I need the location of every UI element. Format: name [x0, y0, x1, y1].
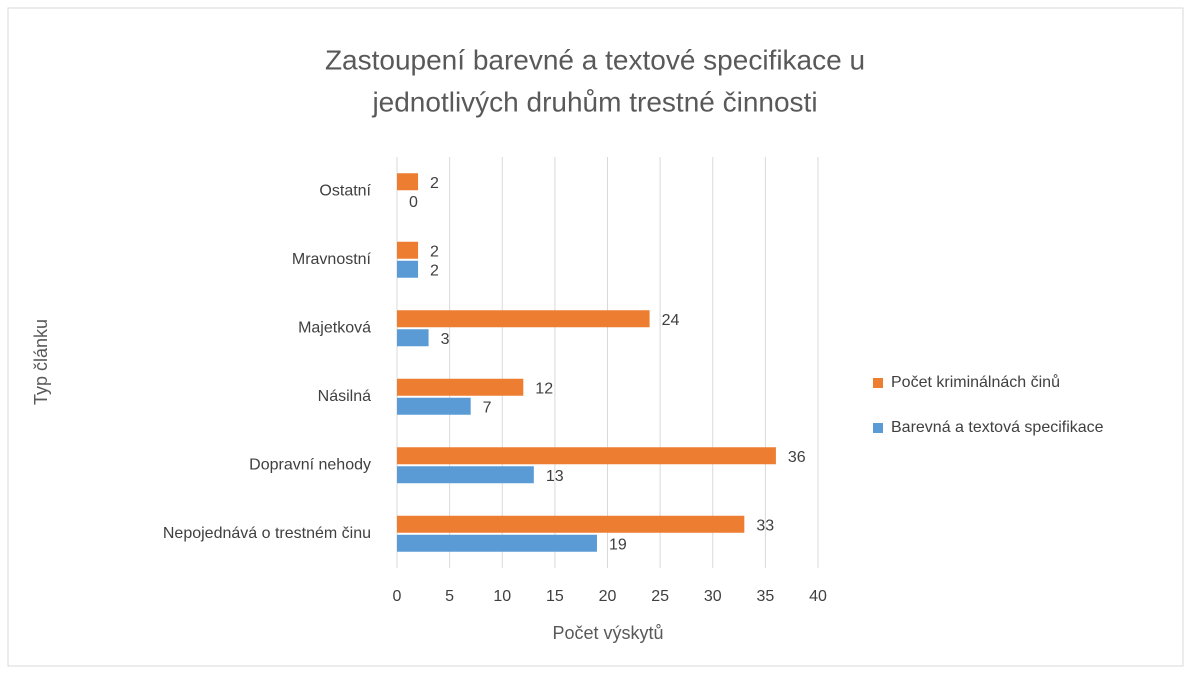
- data-label: 33: [756, 517, 774, 534]
- x-tick-label: 35: [756, 588, 774, 605]
- x-axis-title: Počet výskytů: [552, 623, 663, 643]
- bar: [397, 534, 597, 552]
- x-tick-label: 25: [651, 588, 669, 605]
- y-tick-label: Nepojednává o trestném činu: [163, 525, 371, 542]
- y-tick-label: Majetková: [298, 319, 371, 336]
- data-label: 7: [483, 399, 492, 416]
- x-tick-label: 30: [704, 588, 722, 605]
- chart-border: [7, 7, 1184, 667]
- legend-swatch: [873, 423, 883, 433]
- data-label: 0: [409, 194, 418, 211]
- y-tick-label: Mravnostní: [292, 251, 372, 268]
- data-label: 12: [535, 380, 553, 397]
- data-label: 24: [662, 312, 680, 329]
- legend-swatch: [873, 378, 883, 388]
- bar: [397, 329, 429, 347]
- bar: [397, 447, 776, 465]
- bar: [397, 260, 419, 278]
- x-tick-label: 15: [546, 588, 564, 605]
- chart-title: jednotlivých druhům trestné činnosti: [371, 86, 817, 117]
- legend-label: Barevná a textová specifikace: [891, 419, 1104, 436]
- data-label: 36: [788, 449, 806, 466]
- chart-title: Zastoupení barevné a textové specifikace…: [325, 44, 865, 75]
- y-tick-label: Dopravní nehody: [249, 456, 371, 473]
- x-tick-label: 0: [393, 588, 402, 605]
- legend-label: Počet kriminálnách činů: [891, 373, 1060, 391]
- bar: [397, 515, 745, 533]
- bar: [397, 466, 534, 484]
- bar: [397, 310, 650, 328]
- data-label: 3: [441, 331, 450, 348]
- data-label: 2: [430, 243, 439, 260]
- data-label: 2: [430, 175, 439, 192]
- x-tick-label: 20: [599, 588, 617, 605]
- data-label: 2: [430, 262, 439, 279]
- bar: [397, 241, 419, 259]
- bar: [397, 378, 524, 396]
- bar: [397, 173, 419, 191]
- x-tick-label: 5: [445, 588, 454, 605]
- y-tick-label: Ostatní: [319, 182, 371, 199]
- bar: [397, 397, 471, 415]
- y-axis-title: Typ článku: [31, 319, 51, 405]
- x-tick-label: 40: [809, 588, 827, 605]
- x-tick-label: 10: [493, 588, 511, 605]
- y-tick-label: Násilná: [318, 388, 371, 405]
- data-label: 13: [546, 468, 564, 485]
- data-label: 19: [609, 536, 627, 553]
